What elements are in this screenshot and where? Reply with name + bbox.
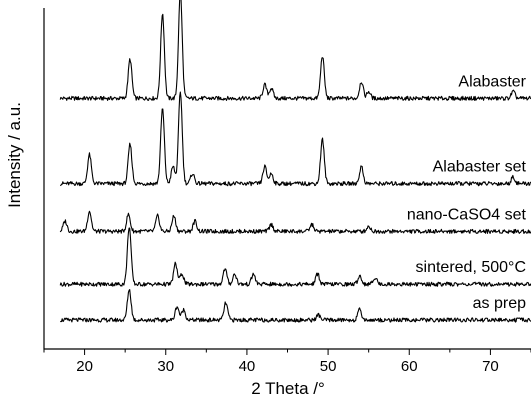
x-tick-label: 50	[320, 358, 337, 375]
series-label: as prep	[473, 295, 526, 312]
series-label: Alabaster	[458, 73, 526, 90]
x-tick-label: 70	[482, 358, 499, 375]
series-labels: Alabaster Alabaster set nano-CaSO4 set sint…	[407, 73, 527, 312]
y-axis-label: Intensity / a.u.	[5, 102, 24, 208]
series-label: sintered, 500°C	[416, 259, 526, 276]
x-tick-label: 40	[239, 358, 256, 375]
series-traces	[59, 0, 531, 323]
axes: 20 30 40 50 60 70	[43, 8, 531, 375]
x-axis-label: 2 Theta /°	[251, 379, 325, 398]
axes-frame	[43, 8, 531, 350]
series-label: Alabaster set	[433, 159, 527, 176]
series-trace	[59, 227, 531, 287]
series-trace	[59, 210, 531, 234]
series-trace	[59, 0, 531, 101]
series-trace	[60, 91, 531, 187]
series-label: nano-CaSO4 set	[407, 206, 527, 223]
x-tick-label: 20	[76, 358, 93, 375]
x-tick-label: 30	[157, 358, 174, 375]
x-tick-label: 60	[401, 358, 418, 375]
series-trace	[59, 289, 531, 323]
